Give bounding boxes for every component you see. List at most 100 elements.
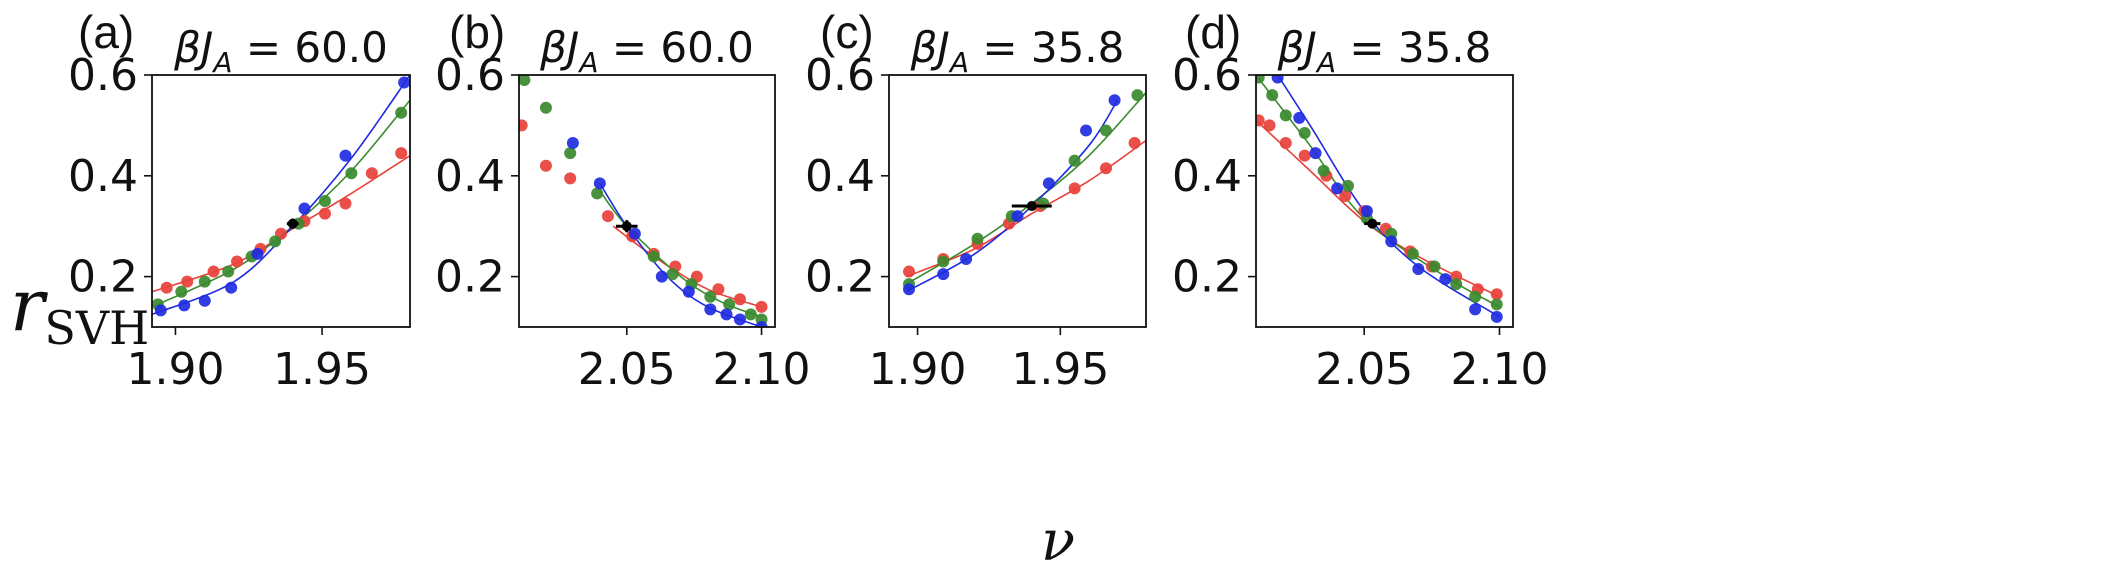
- crossing-point: [287, 218, 298, 229]
- y-axis-label: rSVH: [10, 263, 149, 355]
- data-point: [720, 308, 733, 321]
- panel-d: (d) βJA = 35.8 0.2 0.4 0.6 2.05 2.10: [1172, 6, 1548, 395]
- data-point: [755, 300, 768, 313]
- data-point: [723, 298, 736, 311]
- x-tick-label: 2.05: [1315, 344, 1413, 395]
- y-tick-label: 0.2: [435, 252, 505, 303]
- data-point: [395, 147, 408, 160]
- data-point: [902, 265, 915, 278]
- data-point: [733, 293, 746, 306]
- data-point: [566, 137, 579, 150]
- y-tick-label: 0.6: [1172, 50, 1242, 101]
- plot-area: [1256, 75, 1503, 323]
- data-point: [1298, 149, 1311, 162]
- data-point: [1271, 75, 1284, 84]
- data-point: [655, 270, 668, 283]
- y-tick-label: 0.2: [1172, 252, 1242, 303]
- data-point: [519, 75, 531, 87]
- data-point: [647, 250, 660, 263]
- data-point: [1108, 94, 1121, 107]
- data-point: [178, 299, 191, 312]
- data-point: [937, 255, 950, 268]
- data-point: [1298, 126, 1311, 139]
- data-point: [1100, 124, 1113, 137]
- data-point: [902, 283, 915, 296]
- data-point: [251, 247, 264, 260]
- fit-line: [599, 182, 762, 327]
- data-point: [666, 268, 679, 281]
- data-point: [1128, 137, 1141, 150]
- x-axis-label: ν: [1041, 509, 1075, 574]
- data-point: [198, 294, 211, 307]
- data-point: [591, 187, 604, 200]
- panel-c: (c) βJA = 35.8 0.2 0.4 0.6 1.90 1.95: [805, 6, 1147, 395]
- data-point: [1490, 298, 1503, 311]
- y-tick-label: 0.2: [68, 252, 138, 303]
- crossing-point: [1026, 201, 1037, 212]
- panel-a: (a) βJA = 60.0 0.2 0.4 0.6 1.90 1.95: [68, 6, 411, 395]
- data-point: [225, 281, 238, 294]
- data-point: [1309, 147, 1322, 160]
- data-point: [1263, 119, 1276, 132]
- x-tick-label: 2.10: [1450, 344, 1548, 395]
- data-point: [175, 285, 188, 298]
- y-axis-label-main: r: [10, 263, 48, 347]
- x-tick-label: 2.05: [578, 344, 676, 395]
- data-point: [318, 195, 331, 207]
- panel-letter: (c): [820, 6, 874, 58]
- data-point: [1339, 189, 1352, 202]
- data-point: [601, 210, 614, 223]
- data-point: [733, 313, 746, 326]
- data-point: [269, 235, 282, 248]
- data-point: [154, 304, 167, 317]
- y-tick-label: 0.4: [435, 151, 505, 202]
- y-tick-label: 0.6: [435, 50, 505, 101]
- data-point: [198, 275, 211, 288]
- plot-frame: [888, 74, 1147, 328]
- data-point: [519, 119, 528, 132]
- data-point: [1256, 114, 1265, 127]
- data-point: [1068, 154, 1081, 167]
- panel-b: (b) βJA = 60.0 0.2 0.4 0.6 2.05 2.10: [435, 6, 810, 395]
- crossing-point: [621, 221, 632, 232]
- plot-frame: [151, 74, 411, 328]
- panel-letter: (d): [1185, 6, 1241, 58]
- data-point: [1266, 89, 1279, 102]
- data-point: [222, 265, 235, 278]
- data-point: [1469, 290, 1482, 303]
- data-point: [960, 252, 973, 265]
- data-point: [1080, 124, 1093, 137]
- data-point: [339, 197, 352, 210]
- x-tick-label: 1.95: [1011, 344, 1109, 395]
- data-point: [1439, 273, 1452, 286]
- data-point: [628, 227, 641, 240]
- data-point: [1490, 288, 1503, 301]
- fit-line: [1256, 119, 1500, 298]
- x-tick-label: 1.90: [126, 344, 224, 395]
- plot-frame: [1255, 74, 1514, 328]
- x-tick-label: 2.10: [713, 344, 811, 395]
- data-point: [1428, 260, 1441, 273]
- plot-area: [902, 89, 1146, 296]
- data-point: [1490, 310, 1503, 323]
- y-axis-label-sub: SVH: [44, 301, 149, 355]
- data-point: [1412, 263, 1425, 276]
- panel-title: βJA = 35.8: [910, 23, 1125, 79]
- y-tick-label: 0.2: [805, 252, 875, 303]
- panel-title: βJA = 60.0: [173, 23, 388, 79]
- panel-letter: (a): [78, 6, 134, 58]
- y-tick-label: 0.6: [805, 50, 875, 101]
- data-point: [298, 202, 311, 215]
- plot-area: [519, 75, 768, 327]
- data-point: [1293, 111, 1306, 124]
- fit-line: [152, 154, 410, 293]
- data-point: [1279, 137, 1292, 150]
- data-point: [755, 321, 768, 327]
- data-point: [231, 255, 244, 268]
- data-point: [1068, 182, 1081, 195]
- panel-title: βJA = 35.8: [1277, 23, 1492, 79]
- y-tick-label: 0.4: [1172, 151, 1242, 202]
- data-point: [971, 232, 984, 245]
- panel-letter: (b): [449, 6, 505, 58]
